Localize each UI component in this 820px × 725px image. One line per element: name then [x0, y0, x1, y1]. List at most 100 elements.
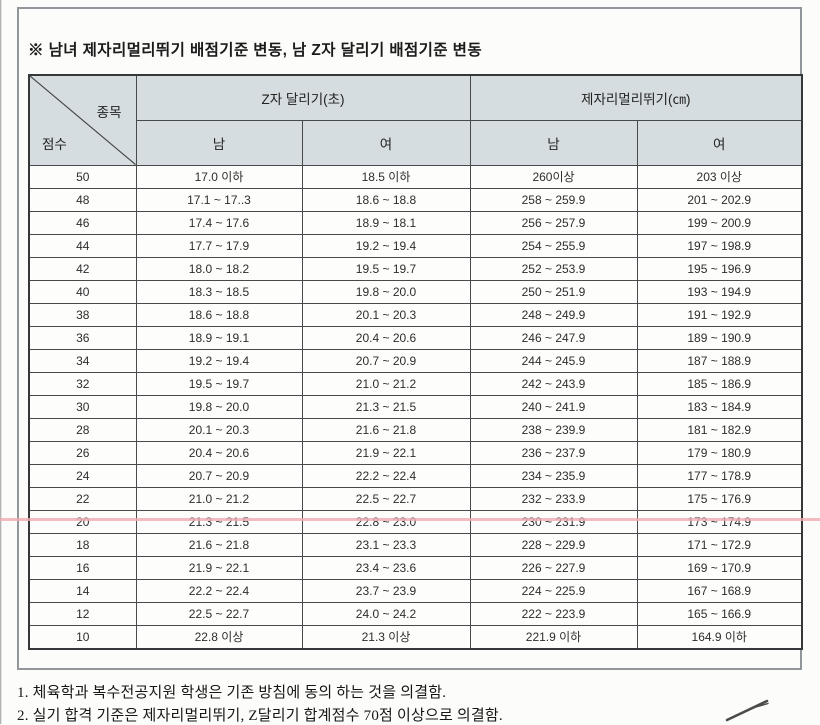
table-group-header-row: 종목 점수 Z자 달리기(초) 제자리멀리뛰기(㎝) — [28, 74, 803, 166]
value-cell: 21.6 ~ 21.8 — [301, 417, 471, 442]
value-cell: 21.0 ~ 21.2 — [301, 371, 471, 396]
value-cell: 23.7 ~ 23.9 — [301, 578, 471, 603]
value-cell: 189 ~ 190.9 — [636, 325, 803, 350]
value-cell: 191 ~ 192.9 — [636, 302, 803, 327]
score-cell: 16 — [28, 555, 137, 580]
value-cell: 240 ~ 241.9 — [469, 394, 638, 419]
value-cell: 201 ~ 202.9 — [636, 187, 803, 212]
value-cell: 260이상 — [469, 164, 638, 189]
value-cell: 20.7 ~ 20.9 — [301, 348, 471, 373]
score-cell: 24 — [28, 463, 137, 488]
table-row: 48 17.1 ~ 17..3 18.6 ~ 18.8 258 ~ 259.9 201 … — [28, 187, 803, 212]
value-cell: 22.2 ~ 22.4 — [135, 578, 303, 603]
footnote-1: 1. 체육학과 복수전공지원 학생은 기존 방침에 동의 하는 것을 의결함. — [17, 685, 447, 701]
value-cell: 175 ~ 176.9 — [636, 486, 803, 511]
score-cell: 44 — [28, 233, 137, 258]
value-cell: 199 ~ 200.9 — [636, 210, 803, 235]
value-cell: 230 ~ 231.9 — [469, 509, 638, 534]
value-cell: 250 ~ 251.9 — [469, 279, 638, 304]
score-cell: 22 — [28, 486, 137, 511]
score-cell: 26 — [28, 440, 137, 465]
group-header-z-run: Z자 달리기(초) — [135, 74, 471, 121]
scan-edge-artifact — [0, 0, 2, 724]
group-header-long-jump: 제자리멀리뛰기(㎝) — [469, 74, 803, 121]
value-cell: 23.4 ~ 23.6 — [301, 555, 471, 580]
value-cell: 23.1 ~ 23.3 — [301, 532, 471, 557]
value-cell: 18.6 ~ 18.8 — [135, 302, 303, 327]
subheader-long-jump-female: 여 — [636, 119, 803, 166]
value-cell: 20.4 ~ 20.6 — [301, 325, 471, 350]
score-table-body: 50 17.0 이하 18.5 이하 260이상 203 이상 48 17.1 ~ 17..… — [28, 164, 803, 649]
value-cell: 185 ~ 186.9 — [636, 371, 803, 396]
value-cell: 183 ~ 184.9 — [636, 394, 803, 419]
value-cell: 21.9 ~ 22.1 — [301, 440, 471, 465]
value-cell: 21.3 ~ 21.5 — [301, 394, 471, 419]
value-cell: 181 ~ 182.9 — [636, 417, 803, 442]
value-cell: 256 ~ 257.9 — [469, 210, 638, 235]
table-row: 36 18.9 ~ 19.1 20.4 ~ 20.6 246 ~ 247.9 189 ~… — [28, 325, 803, 350]
table-row: 34 19.2 ~ 19.4 20.7 ~ 20.9 244 ~ 245.9 187 ~… — [28, 348, 803, 373]
table-row: 10 22.8 이상 21.3 이상 221.9 이하 164.9 이하 — [28, 624, 803, 649]
value-cell: 21.3 이상 — [301, 624, 471, 649]
value-cell: 193 ~ 194.9 — [636, 279, 803, 304]
table-row: 18 21.6 ~ 21.8 23.1 ~ 23.3 228 ~ 229.9 171 ~… — [28, 532, 803, 557]
value-cell: 224 ~ 225.9 — [469, 578, 638, 603]
subheader-z-run-female: 여 — [301, 119, 471, 166]
value-cell: 18.0 ~ 18.2 — [135, 256, 303, 281]
score-cell: 32 — [28, 371, 137, 396]
corner-label-event: 종목 — [96, 105, 122, 120]
value-cell: 19.5 ~ 19.7 — [135, 371, 303, 396]
footnote-2: 2. 실기 합격 기준은 제자리멀리뛰기, Z달리기 합계점수 70점 이상으로… — [17, 708, 503, 724]
table-row: 38 18.6 ~ 18.8 20.1 ~ 20.3 248 ~ 249.9 191 ~… — [28, 302, 803, 327]
value-cell: 20.7 ~ 20.9 — [135, 463, 303, 488]
value-cell: 19.8 ~ 20.0 — [301, 279, 471, 304]
value-cell: 197 ~ 198.9 — [636, 233, 803, 258]
pink-scan-line — [0, 518, 820, 521]
value-cell: 238 ~ 239.9 — [469, 417, 638, 442]
value-cell: 21.0 ~ 21.2 — [135, 486, 303, 511]
corner-header-cell: 종목 점수 — [28, 74, 137, 166]
value-cell: 177 ~ 178.9 — [636, 463, 803, 488]
score-cell: 14 — [28, 578, 137, 603]
table-row: 22 21.0 ~ 21.2 22.5 ~ 22.7 232 ~ 233.9 175 ~… — [28, 486, 803, 511]
table-row: 46 17.4 ~ 17.6 18.9 ~ 18.1 256 ~ 257.9 199 ~… — [28, 210, 803, 235]
subheader-z-run-male: 남 — [135, 119, 303, 166]
value-cell: 18.9 ~ 19.1 — [135, 325, 303, 350]
value-cell: 20.4 ~ 20.6 — [135, 440, 303, 465]
value-cell: 169 ~ 170.9 — [636, 555, 803, 580]
table-row: 28 20.1 ~ 20.3 21.6 ~ 21.8 238 ~ 239.9 181 ~… — [28, 417, 803, 442]
value-cell: 21.6 ~ 21.8 — [135, 532, 303, 557]
table-row: 20 21.3 ~ 21.5 22.8 ~ 23.0 230 ~ 231.9 173 ~… — [28, 509, 803, 534]
value-cell: 22.5 ~ 22.7 — [301, 486, 471, 511]
page-title: ※ 남녀 제자리멀리뛰기 배점기준 변동, 남 Z자 달리기 배점기준 변동 — [28, 42, 482, 59]
value-cell: 234 ~ 235.9 — [469, 463, 638, 488]
score-cell: 50 — [28, 164, 137, 189]
value-cell: 18.9 ~ 18.1 — [301, 210, 471, 235]
value-cell: 187 ~ 188.9 — [636, 348, 803, 373]
value-cell: 179 ~ 180.9 — [636, 440, 803, 465]
value-cell: 164.9 이하 — [636, 624, 803, 649]
table-row: 26 20.4 ~ 20.6 21.9 ~ 22.1 236 ~ 237.9 179 ~… — [28, 440, 803, 465]
value-cell: 22.5 ~ 22.7 — [135, 601, 303, 626]
table-row: 12 22.5 ~ 22.7 24.0 ~ 24.2 222 ~ 223.9 165 ~… — [28, 601, 803, 626]
value-cell: 203 이상 — [636, 164, 803, 189]
score-cell: 18 — [28, 532, 137, 557]
value-cell: 173 ~ 174.9 — [636, 509, 803, 534]
value-cell: 18.6 ~ 18.8 — [301, 187, 471, 212]
value-cell: 17.1 ~ 17..3 — [135, 187, 303, 212]
value-cell: 21.9 ~ 22.1 — [135, 555, 303, 580]
score-cell: 42 — [28, 256, 137, 281]
value-cell: 20.1 ~ 20.3 — [135, 417, 303, 442]
value-cell: 252 ~ 253.9 — [469, 256, 638, 281]
value-cell: 228 ~ 229.9 — [469, 532, 638, 557]
table-row: 50 17.0 이하 18.5 이하 260이상 203 이상 — [28, 164, 803, 189]
value-cell: 165 ~ 166.9 — [636, 601, 803, 626]
value-cell: 17.4 ~ 17.6 — [135, 210, 303, 235]
value-cell: 22.8 ~ 23.0 — [301, 509, 471, 534]
table-row: 30 19.8 ~ 20.0 21.3 ~ 21.5 240 ~ 241.9 183 ~… — [28, 394, 803, 419]
value-cell: 17.7 ~ 17.9 — [135, 233, 303, 258]
score-cell: 40 — [28, 279, 137, 304]
value-cell: 20.1 ~ 20.3 — [301, 302, 471, 327]
table-row: 24 20.7 ~ 20.9 22.2 ~ 22.4 234 ~ 235.9 177 ~… — [28, 463, 803, 488]
score-cell: 20 — [28, 509, 137, 534]
